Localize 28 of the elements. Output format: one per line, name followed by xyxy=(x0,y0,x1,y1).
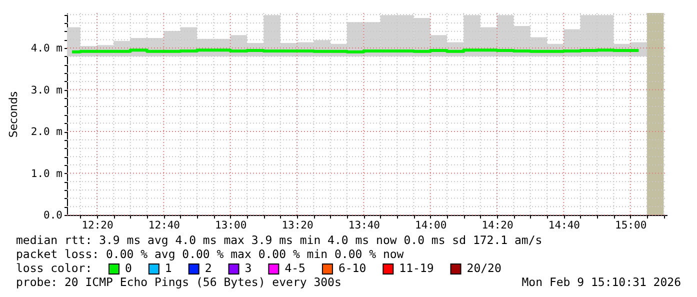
x-tick-label: 12:20 xyxy=(82,220,114,232)
legend-title: loss color: xyxy=(16,261,92,275)
y-axis-title: Seconds xyxy=(6,91,20,138)
legend-label: 11-19 xyxy=(399,261,434,275)
x-tick-label: 14:20 xyxy=(482,220,514,232)
x-tick-label: 13:20 xyxy=(282,220,314,232)
x-tick-label: 15:00 xyxy=(615,220,647,232)
y-tick-label: 3.0 m xyxy=(30,84,62,96)
legend-label: 6-10 xyxy=(338,261,366,275)
x-tick-label: 14:40 xyxy=(548,220,580,232)
y-tick-label: 4.0 m xyxy=(30,42,62,55)
legend-label: 0 xyxy=(125,261,132,275)
text: Mon Feb 9 15:10:31 2026 xyxy=(522,275,682,289)
text: packet loss: 0.00 % avg 0.00 % max 0.00 % min 0.00 % now xyxy=(16,247,404,261)
legend-label: 1 xyxy=(164,261,172,275)
legend-label: 4-5 xyxy=(284,261,306,275)
y-tick-label: 0.0 xyxy=(44,210,62,222)
x-tick-label: 14:00 xyxy=(415,220,447,232)
y-tick-label: 1.0 m xyxy=(30,168,62,180)
x-tick-label: 13:00 xyxy=(215,220,247,232)
legend-label: 20/20 xyxy=(466,261,502,275)
legend-label: 3 xyxy=(244,261,252,275)
text: probe: 20 ICMP Echo Pings (56 Bytes) every 300s xyxy=(16,275,342,289)
x-tick-label: 13:40 xyxy=(348,220,380,232)
legend-label: 2 xyxy=(204,261,212,275)
x-tick-label: 12:40 xyxy=(148,220,180,232)
text: median rtt: 3.9 ms avg 4.0 ms max 3.9 ms min 4.0 ms now 0.0 ms sd 172.1 am/s xyxy=(16,233,542,247)
y-tick-label: 2.0 m xyxy=(30,126,62,138)
